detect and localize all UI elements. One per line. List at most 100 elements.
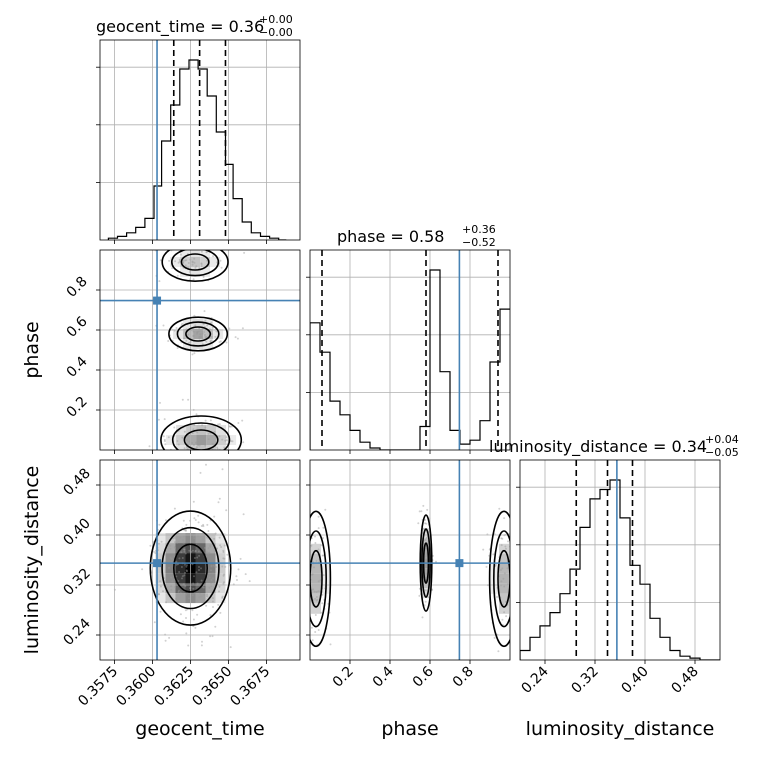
geocent_time-vs-phase-sample-point [185,339,188,342]
title-geocent-time-sup: +0.00 [259,13,293,26]
geocent_time-vs-phase-density-cell [216,445,227,450]
phase-vs-luminosity_distance-sample-point [507,540,509,543]
geocent_time-vs-phase-sample-point [199,333,202,336]
geocent_time-vs-luminosity_distance-sample-point [169,544,172,547]
geocent_time-vs-luminosity_distance-sample-point [209,614,212,617]
phase-vs-luminosity_distance-density-cell [509,583,510,594]
geocent_time-vs-phase-density-cell [210,257,221,267]
geocent_time-vs-luminosity_distance-sample-point [159,580,162,583]
geocent_time-vs-phase-sample-point [218,435,221,438]
phase-vs-luminosity_distance-density-cell [421,568,431,579]
phase-vs-luminosity_distance-sample-point [500,544,503,547]
phase-vs-luminosity_distance-density-cell [310,563,311,574]
geocent_time-vs-luminosity_distance-sample-point [197,514,200,517]
phase-vs-luminosity_distance-sample-point [514,569,516,571]
geocent_time-vs-luminosity_distance-density-cell [155,533,166,544]
phase-vs-luminosity_distance-sample-point [313,566,315,569]
geocent_time-vs-luminosity_distance-sample-point [206,593,208,596]
geocent_time-vs-phase-sample-point [203,437,206,440]
geocent_time-vs-luminosity_distance-sample-point [168,636,171,639]
phase-vs-luminosity_distance-sample-point [312,588,315,591]
geocent_time-vs-luminosity_distance-sample-point [170,576,173,579]
geocent_time-vs-luminosity_distance-sample-point [195,571,198,574]
phase-vs-luminosity_distance-sample-point [310,626,313,629]
geocent_time-vs-luminosity_distance-sample-point [182,620,185,623]
geocent_time-vs-luminosity_distance-sample-point [214,625,217,628]
geocent_time-vs-phase-sample-point [193,257,196,260]
geocent_time-vs-phase-sample-point [193,314,196,317]
ylabel-phase: phase [21,321,43,378]
geocent_time-vs-luminosity_distance-sample-point [185,565,188,568]
geocent_time-vs-luminosity_distance-sample-point [183,550,186,553]
geocent_time-vs-luminosity_distance-sample-point [184,529,187,532]
geocent_time-vs-luminosity_distance-sample-point [200,579,203,582]
geocent_time-vs-phase-sample-point [204,444,207,447]
geocent_time-vs-phase-sample-point [183,337,186,340]
geocent_time-vs-phase-sample-point [203,331,205,333]
geocent_time-vs-phase-sample-point [185,259,188,262]
phase-hist-step [310,269,510,450]
geocent_time-vs-luminosity_distance-sample-point [202,586,205,589]
geocent_time-vs-luminosity_distance-density-cell [175,533,186,544]
phase-vs-luminosity_distance-sample-point [503,611,506,614]
geocent_time-vs-luminosity_distance-sample-point [197,550,200,553]
phase-vs-luminosity_distance-sample-point [513,582,515,584]
geocent_time-vs-phase-sample-point [182,262,185,264]
phase-vs-luminosity_distance-contour [310,549,323,608]
geocent_time-vs-phase-sample-point [198,444,201,447]
phase-vs-luminosity_distance-sample-point [418,594,421,597]
phase-vs-luminosity_distance-density-cell [311,593,321,604]
phase-vs-luminosity_distance-sample-point [322,554,325,557]
phase-vs-luminosity_distance-sample-point [503,585,506,588]
geocent_time-vs-luminosity_distance-sample-point [223,557,226,560]
geocent_time-vs-phase-sample-point [167,436,170,439]
geocent_time-vs-phase-sample-point [210,339,213,342]
luminosity_distance-hist-step [520,479,720,660]
geocent_time-vs-luminosity_distance-sample-point [176,541,179,544]
phase-vs-luminosity_distance-density-cell [499,563,509,574]
phase-vs-luminosity_distance-sample-point [317,515,320,518]
geocent_time-vs-luminosity_distance-sample-point [170,588,173,591]
phase-vs-luminosity_distance-sample-point [424,589,427,592]
geocent_time-vs-phase-sample-point [166,453,168,455]
geocent_time-vs-phase-sample-point [176,347,179,349]
phase-vs-luminosity_distance-sample-point [514,556,516,558]
geocent_time-vs-luminosity_distance-sample-point [198,554,201,557]
phase-ytick-label: 0.6 [64,314,91,341]
geocent_time-vs-phase-sample-point [196,330,199,333]
phase-vs-luminosity_distance-sample-point [420,510,423,513]
phase-vs-luminosity_distance-sample-point [315,559,318,562]
geocent_time-vs-luminosity_distance-sample-point [224,565,227,568]
phase-vs-luminosity_distance-sample-point [317,527,320,530]
geocent_time-vs-luminosity_distance-sample-point [178,571,181,573]
geocent_time-vs-luminosity_distance-sample-point [173,507,176,510]
geocent_time-vs-phase-sample-point [213,430,216,433]
geocent_time-vs-phase-sample-point [195,265,198,268]
phase-vs-luminosity_distance-sample-point [506,567,509,570]
geocent_time-vs-phase-density-cell [200,267,211,277]
geocent_time-vs-luminosity_distance-sample-point [229,646,232,649]
geocent_time-vs-phase-density-cell [216,435,227,445]
geocent_time-vs-phase-density-cell [196,445,207,450]
geocent_time-vs-phase-sample-point [206,324,209,327]
geocent_time-vs-luminosity_distance-density-cell [215,593,226,604]
phase-vs-luminosity_distance-sample-point [498,507,501,510]
phase-vs-luminosity_distance-sample-point [311,639,314,642]
phase-vs-luminosity_distance-sample-point [320,611,323,614]
geocent_time-vs-phase-sample-point [214,450,216,452]
geocent_time-vs-phase-density-cell [196,435,207,445]
geocent_time-vs-luminosity_distance-contours [100,460,300,660]
geocent_time-vs-luminosity_distance-sample-point [222,549,225,552]
geocent_time-vs-luminosity_distance-density-cell [155,563,166,574]
geocent_time-vs-luminosity_distance-density-cell [205,573,216,584]
geocent_time-vs-phase-density-cell [203,329,214,339]
geocent_time-vs-luminosity_distance-sample-point [193,575,195,578]
geocent_time-vs-phase-sample-point [184,264,187,267]
phase-xtick-label: 0.2 [330,664,357,691]
geocent_time-vs-luminosity_distance-sample-point [178,589,180,592]
geocent_time-vs-phase-contour [171,422,231,450]
geocent_time-vs-luminosity_distance-sample-point [175,560,178,563]
phase-vs-luminosity_distance-sample-point [321,554,324,557]
geocent_time-vs-luminosity_distance-sample-point [237,568,240,571]
phase-vs-luminosity_distance-sample-point [301,633,303,635]
